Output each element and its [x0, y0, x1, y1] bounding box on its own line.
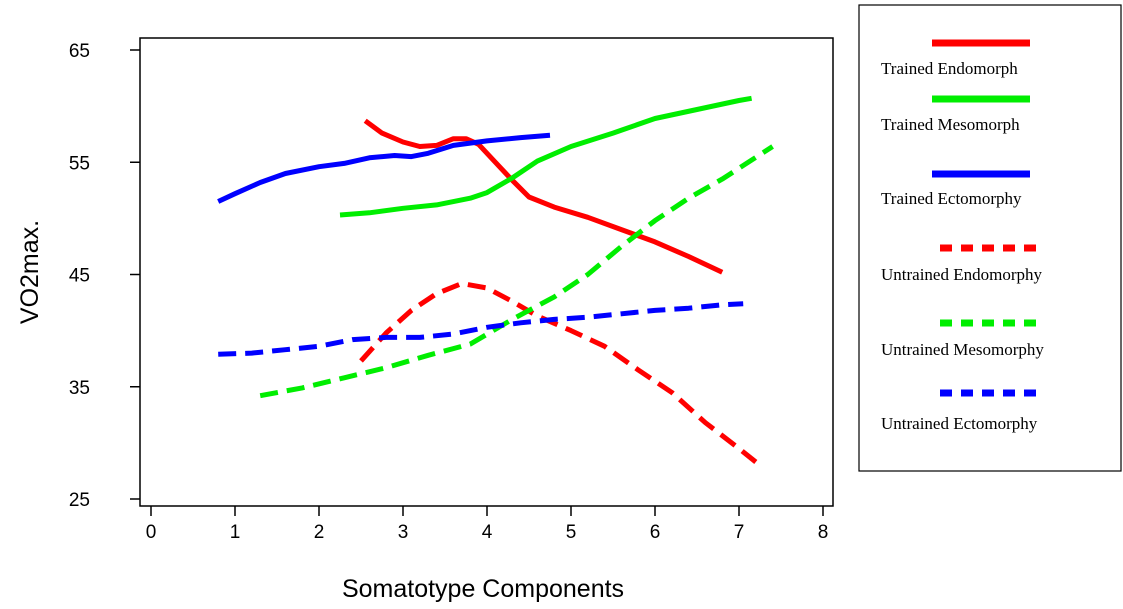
x-tick-label: 0 [146, 522, 157, 543]
x-tick-label: 7 [734, 522, 745, 543]
legend-label-4: Untrained Endomorphy [881, 265, 1042, 284]
x-tick-label: 6 [650, 522, 661, 543]
x-tick-label: 2 [314, 522, 325, 543]
y-tick-label: 45 [69, 266, 90, 287]
x-axis-title: Somatotype Components [342, 575, 624, 603]
series-line-6 [218, 301, 744, 357]
series-line-3 [217, 132, 551, 204]
x-tick-label: 8 [818, 522, 829, 543]
legend: Trained Endomorph Trained Mesomorph Traine… [881, 39, 1044, 433]
legend-label-5: Untrained Mesomorphy [881, 340, 1044, 359]
series-line-5 [259, 144, 774, 399]
y-axis-title: VO2max. [16, 220, 44, 324]
series-line-4 [359, 281, 758, 464]
series-layer [217, 95, 774, 464]
legend-label-3: Trained Ectomorphy [881, 189, 1022, 208]
y-tick-label: 25 [69, 490, 90, 511]
legend-label-6: Untrained Ectomorphy [881, 414, 1038, 433]
legend-label-2: Trained Mesomorph [881, 115, 1020, 134]
plot-area [139, 37, 834, 507]
y-tick-label: 35 [69, 378, 90, 399]
x-tick-label: 1 [230, 522, 241, 543]
y-tick-label: 55 [69, 153, 90, 174]
legend-label-1: Trained Endomorph [881, 59, 1018, 78]
series-line-2 [339, 95, 753, 218]
x-tick-label: 3 [398, 522, 409, 543]
series-line-1 [363, 118, 724, 275]
y-tick-label: 65 [69, 41, 90, 62]
x-tick-label: 4 [482, 522, 493, 543]
x-tick-label: 5 [566, 522, 577, 543]
